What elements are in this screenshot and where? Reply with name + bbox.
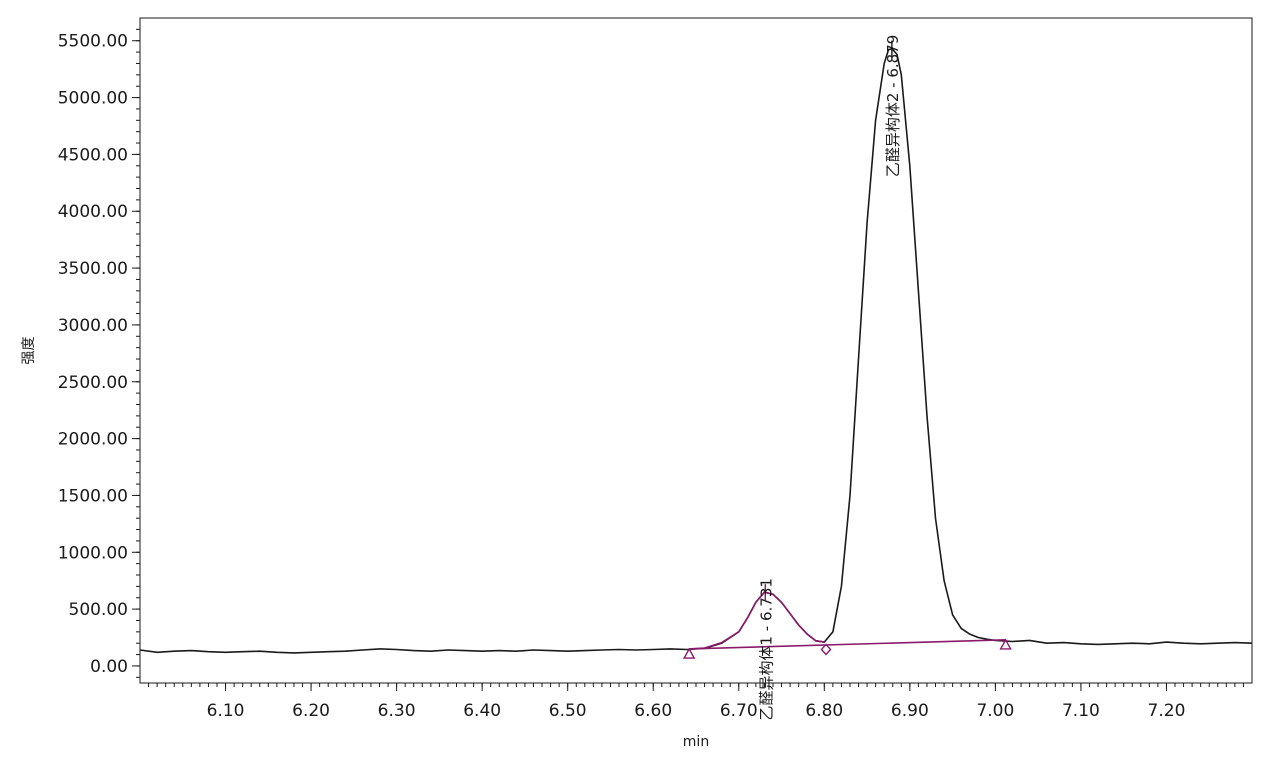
x-tick-label: 6.30 <box>378 701 416 721</box>
integration-trace <box>689 591 825 650</box>
y-tick-label: 1000.00 <box>58 543 128 563</box>
x-tick-label: 6.20 <box>292 701 330 721</box>
y-tick-label: 5000.00 <box>58 89 128 109</box>
y-tick-label: 5500.00 <box>58 32 128 52</box>
plot-frame <box>139 17 1253 684</box>
series-layer <box>139 47 1253 654</box>
integration-split-marker <box>820 643 832 656</box>
y-tick-label: 3000.00 <box>58 316 128 336</box>
integration-endpoint-marker <box>999 638 1012 650</box>
x-tick-label: 6.80 <box>805 701 843 721</box>
peak-label: 乙醛异构体2 - 6.879 <box>884 35 902 177</box>
y-tick-label: 2000.00 <box>58 430 128 450</box>
x-tick-label: 7.10 <box>1062 701 1100 721</box>
x-tick-label: 6.70 <box>720 701 758 721</box>
x-tick-label: 6.40 <box>463 701 501 721</box>
baseline-layer <box>689 639 1006 650</box>
signal-trace <box>139 47 1253 654</box>
x-tick-label: 6.50 <box>549 701 587 721</box>
y-tick-label: 3500.00 <box>58 259 128 279</box>
marker-layer <box>682 638 1012 659</box>
peak-label: 乙醛异构体1 - 6.731 <box>757 578 775 720</box>
x-tick-label: 7.20 <box>1148 701 1186 721</box>
integration-endpoint-marker <box>682 647 696 659</box>
y-tick-label: 4000.00 <box>58 202 128 222</box>
y-tick-label: 1500.00 <box>58 486 128 506</box>
x-axis-title: min <box>683 734 709 750</box>
y-axis-title: 强度 <box>21 337 37 365</box>
y-tick-label: 4500.00 <box>58 145 128 165</box>
y-tick-label: 2500.00 <box>58 373 128 393</box>
y-tick-label: 0.00 <box>90 657 128 677</box>
x-tick-label: 6.60 <box>634 701 672 721</box>
x-tick-label: 6.10 <box>207 701 245 721</box>
x-tick-label: 6.90 <box>891 701 929 721</box>
peak-label-layer: 乙醛异构体1 - 6.731 乙醛异构体2 - 6.879 <box>757 35 902 721</box>
x-tick-label: 7.00 <box>976 701 1014 721</box>
y-tick-label: 500.00 <box>69 600 128 620</box>
integration-baseline <box>689 639 1006 650</box>
minor-ticks <box>136 28 1244 687</box>
x-axis: 6.10 6.20 6.30 6.40 6.50 6.60 6.70 6.80 6.90 7.00… <box>207 683 1186 721</box>
y-axis: 0.00 500.00 1000.00 1500.00 2000.00 2500.00 30… <box>58 32 140 677</box>
